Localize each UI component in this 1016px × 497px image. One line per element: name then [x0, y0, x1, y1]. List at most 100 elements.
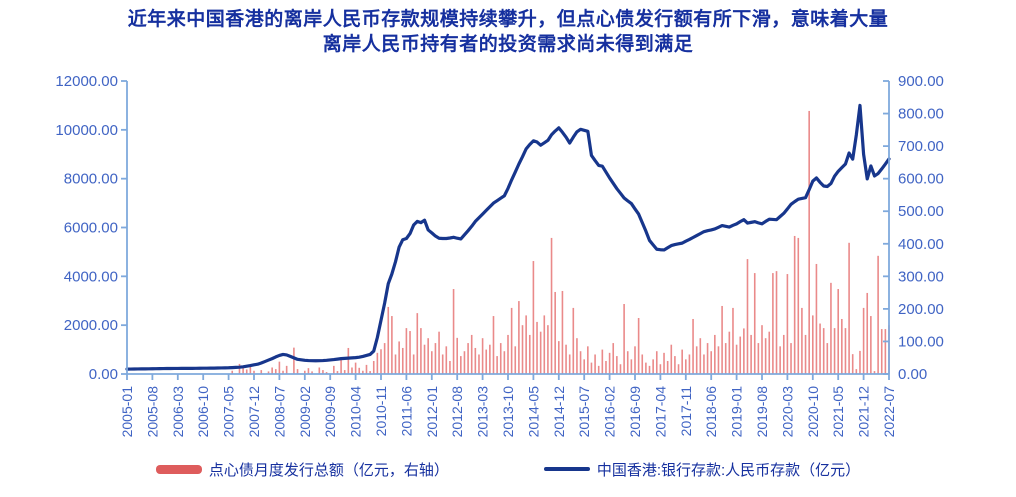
bar: [663, 352, 665, 375]
bar: [743, 328, 745, 375]
bar: [343, 370, 346, 375]
bar: [267, 371, 270, 375]
bar: [445, 346, 448, 375]
x-axis-tick-label: 2021-05: [830, 386, 846, 438]
bar: [532, 261, 535, 375]
bar: [597, 366, 600, 375]
x-axis-tick-label: 2022-07: [881, 386, 897, 438]
bar: [822, 328, 825, 375]
bar: [721, 306, 723, 375]
bar: [786, 274, 789, 375]
bar: [739, 336, 742, 375]
bar: [757, 343, 760, 375]
bar: [238, 364, 241, 375]
x-axis-tick-label: 2021-12: [856, 386, 872, 438]
x-axis-tick-label: 2016-09: [627, 386, 643, 438]
bar: [666, 361, 669, 375]
x-axis-labels: 2005-01 2005-08 2006-03 2006-10 2007-05 2007-…: [119, 374, 897, 438]
bar: [819, 323, 821, 375]
bar: [398, 341, 400, 375]
right-axis-tick-label: 600.00: [898, 171, 944, 188]
right-axis-tick-label: 300.00: [898, 268, 944, 285]
x-axis-tick-label: 2018-06: [703, 386, 719, 438]
chart-legend: 点心债月度发行总额（亿元，右轴） 中国香港:银行存款:人民币存款（亿元）: [0, 455, 1016, 483]
bar: [387, 307, 390, 375]
bar: [655, 351, 658, 375]
bar: [685, 359, 687, 375]
bar: [372, 361, 375, 375]
bar: [710, 351, 712, 375]
bar: [470, 335, 473, 375]
bar: [703, 354, 705, 375]
bar: [253, 370, 255, 375]
bar: [746, 259, 749, 375]
bar: [826, 343, 829, 375]
bar: [499, 343, 502, 375]
bar: [340, 357, 342, 375]
left-axis-tick-label: 2000.00: [64, 317, 118, 334]
left-axis-tick-label: 10000.00: [55, 122, 118, 139]
bar: [812, 315, 814, 375]
bar: [579, 351, 582, 375]
bar: [405, 328, 408, 375]
bar: [278, 361, 281, 375]
bar: [293, 347, 295, 375]
bar: [420, 328, 422, 375]
bar: [427, 338, 429, 375]
bar: [347, 348, 350, 375]
bar: [503, 351, 506, 375]
legend-line-swatch-icon: [543, 467, 590, 472]
bar: [416, 313, 419, 375]
bar: [325, 372, 328, 375]
left-axis-tick-label: 0.00: [89, 366, 118, 383]
bar: [539, 331, 542, 375]
bar: [855, 369, 858, 375]
bar: [423, 344, 426, 375]
bar: [815, 264, 818, 375]
bar: [634, 346, 636, 375]
bar: [728, 331, 731, 375]
bar: [431, 351, 433, 375]
bar: [351, 367, 353, 375]
legend-label-dimsum-bonds: 点心债月度发行总额（亿元，右轴）: [208, 461, 449, 479]
bar: [369, 371, 371, 375]
bar: [692, 319, 694, 375]
bar: [848, 242, 850, 375]
bar: [790, 343, 792, 375]
x-axis-tick-label: 2014-12: [551, 386, 567, 438]
legend-bar-swatch-icon: [155, 464, 202, 474]
x-axis-tick-label: 2014-05: [525, 386, 541, 438]
bar: [412, 354, 415, 375]
bar: [572, 308, 575, 375]
bar: [782, 335, 785, 375]
bar: [764, 338, 767, 375]
bar: [358, 367, 361, 375]
bar: [706, 343, 709, 375]
bar: [699, 338, 702, 375]
bar: [463, 351, 466, 375]
axes-group: [126, 81, 890, 376]
x-axis-tick-label: 2013-03: [475, 386, 491, 438]
bar: [304, 370, 306, 375]
bar: [561, 291, 564, 375]
bar: [884, 329, 887, 375]
bar: [296, 369, 299, 375]
bar: [525, 315, 527, 375]
bar: [873, 371, 876, 375]
bar: [318, 367, 321, 375]
chart-title-line1: 近年来中国香港的离岸人民币存款规模持续攀升，但点心债发行额有所下滑，意味着大量: [127, 9, 889, 30]
x-axis-tick-label: 2017-04: [652, 386, 668, 438]
bar: [753, 273, 756, 375]
bar: [354, 362, 357, 375]
bar: [467, 343, 469, 375]
bar: [282, 370, 284, 375]
bar: [844, 328, 847, 375]
bar: [750, 335, 752, 375]
bar: [409, 331, 411, 375]
bar: [779, 346, 781, 375]
bar: [808, 111, 810, 375]
bars-group: [231, 111, 890, 375]
left-axis-tick-label: 8000.00: [64, 171, 118, 188]
bar: [637, 318, 640, 375]
bar: [260, 370, 263, 375]
